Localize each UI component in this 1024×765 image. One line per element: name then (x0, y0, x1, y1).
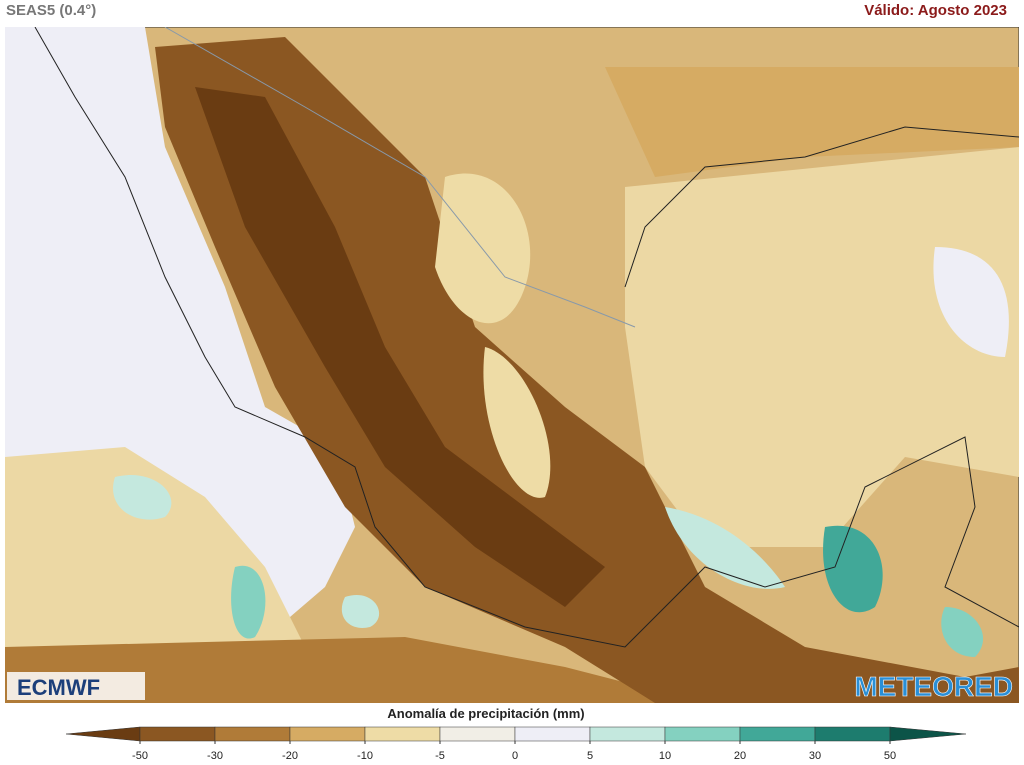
color-bin (139, 726, 216, 742)
color-bin (814, 726, 891, 742)
color-bin (214, 726, 291, 742)
tick-label: -50 (132, 750, 148, 762)
color-bin (364, 726, 441, 742)
extend-high (889, 726, 967, 742)
tick-label: -30 (207, 750, 223, 762)
tick-label: 20 (734, 750, 746, 762)
color-bin (289, 726, 366, 742)
tick-label: 5 (587, 750, 593, 762)
color-bin (439, 726, 516, 742)
valid-date: Válido: Agosto 2023 (864, 2, 1007, 19)
tick-label: -10 (357, 750, 373, 762)
tick-label: 50 (884, 750, 896, 762)
meteored-logo: METEORED (854, 671, 1013, 702)
tick-label: 30 (809, 750, 821, 762)
map: ECMWF METEORED (5, 27, 1019, 703)
model-label: SEAS5 (0.4°) (6, 2, 97, 19)
color-bin (514, 726, 591, 742)
extend-low (65, 726, 141, 742)
color-bin (664, 726, 741, 742)
tick-label: 0 (512, 750, 518, 762)
legend-title: Anomalía de precipitación (mm) (387, 706, 584, 721)
tick-label: -5 (435, 750, 445, 762)
color-bin (739, 726, 816, 742)
tick-label: -20 (282, 750, 298, 762)
tick-label: 10 (659, 750, 671, 762)
ecmwf-logo: ECMWF (17, 675, 100, 700)
color-bin (589, 726, 666, 742)
colorbar: Anomalía de precipitación (mm) -50 -30 -20… (65, 706, 967, 762)
